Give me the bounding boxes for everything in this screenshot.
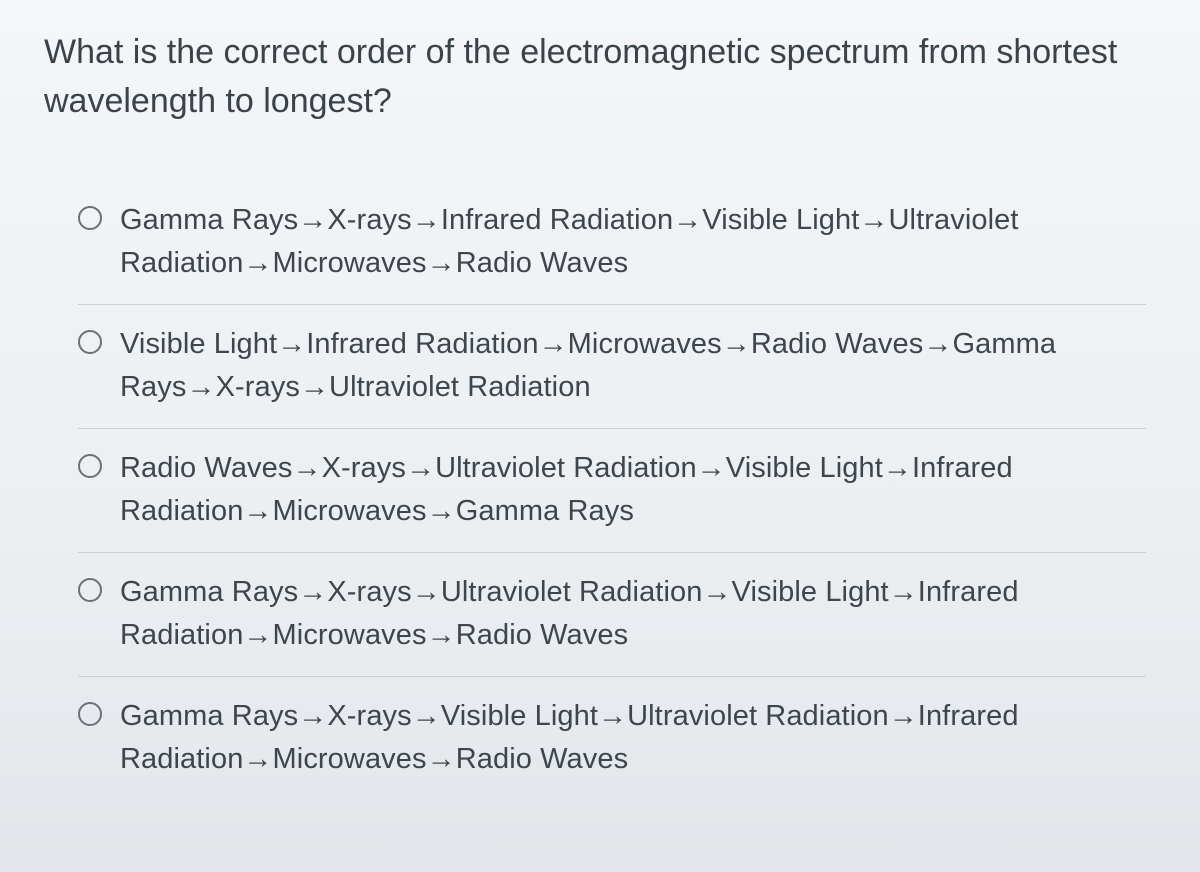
option-1-text: Gamma Rays→X-rays→Infrared Radiation→Vis…	[120, 199, 1146, 286]
radio-2[interactable]	[78, 330, 102, 354]
option-1[interactable]: Gamma Rays→X-rays→Infrared Radiation→Vis…	[78, 181, 1146, 305]
option-2-text: Visible Light→Infrared Radiation→Microwa…	[120, 323, 1146, 410]
radio-1[interactable]	[78, 206, 102, 230]
radio-4[interactable]	[78, 578, 102, 602]
options-list: Gamma Rays→X-rays→Infrared Radiation→Vis…	[78, 181, 1146, 800]
option-4-text: Gamma Rays→X-rays→Ultraviolet Radiation→…	[120, 571, 1146, 658]
radio-3[interactable]	[78, 454, 102, 478]
option-2[interactable]: Visible Light→Infrared Radiation→Microwa…	[78, 305, 1146, 429]
radio-5[interactable]	[78, 702, 102, 726]
option-4[interactable]: Gamma Rays→X-rays→Ultraviolet Radiation→…	[78, 553, 1146, 677]
quiz-card: What is the correct order of the electro…	[0, 0, 1200, 872]
question-text: What is the correct order of the electro…	[44, 28, 1156, 127]
option-5[interactable]: Gamma Rays→X-rays→Visible Light→Ultravio…	[78, 677, 1146, 800]
option-5-text: Gamma Rays→X-rays→Visible Light→Ultravio…	[120, 695, 1146, 782]
option-3[interactable]: Radio Waves→X-rays→Ultraviolet Radiation…	[78, 429, 1146, 553]
option-3-text: Radio Waves→X-rays→Ultraviolet Radiation…	[120, 447, 1146, 534]
